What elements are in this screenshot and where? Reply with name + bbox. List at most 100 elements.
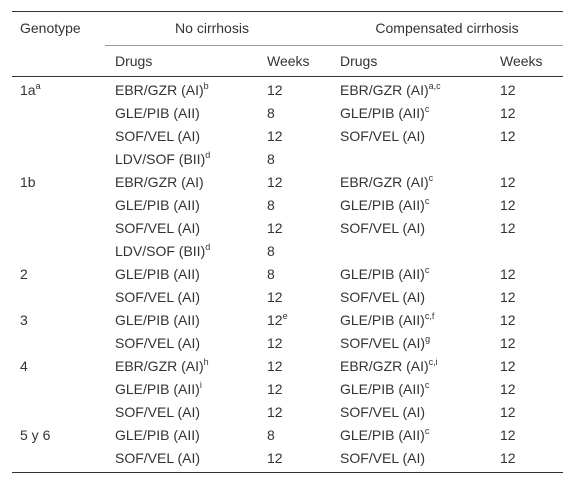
header-rule [12, 76, 563, 77]
drug-cell: GLE/PIB (AII) [115, 197, 200, 213]
weeks-cell: 12 [500, 450, 516, 466]
footnote-mark: c,f [424, 311, 435, 321]
weeks-cell: 12 [267, 220, 283, 236]
drug-cell: SOF/VEL (AI)g [340, 334, 430, 352]
footnote-mark: c [424, 196, 430, 206]
drug-cell: EBR/GZR (AI) [115, 174, 204, 190]
footnote-mark: c [424, 265, 430, 275]
sub-header: Weeks [267, 53, 310, 69]
genotype-cell: 5 y 6 [20, 427, 51, 443]
genotype-cell: 1b [20, 174, 36, 190]
drug-cell: SOF/VEL (AI) [115, 450, 201, 466]
drug-cell: EBR/GZR (AI)a,c [340, 81, 441, 99]
drug-cell: SOF/VEL (AI) [340, 128, 426, 144]
cell-text: EBR/GZR (AI) [340, 174, 429, 190]
cell-text: GLE/PIB (AII) [340, 427, 425, 443]
group-rule [105, 45, 563, 46]
sub-header: Drugs [115, 53, 153, 69]
drug-cell: LDV/SOF (BII)d [115, 242, 210, 260]
weeks-cell: 12 [500, 335, 516, 351]
drug-cell: GLE/PIB (AII) [115, 427, 200, 443]
weeks-cell: 12 [267, 404, 283, 420]
weeks-cell: 12 [267, 335, 283, 351]
weeks-cell: 12 [267, 82, 283, 98]
cell-text: EBR/GZR (AI) [340, 82, 429, 98]
footnote-mark: d [205, 242, 211, 252]
weeks-cell: 12 [500, 289, 516, 305]
drug-cell: GLE/PIB (AII)c,f [340, 311, 434, 329]
footnote-mark: a [35, 81, 41, 91]
drug-cell: SOF/VEL (AI) [115, 128, 201, 144]
top-rule [12, 11, 563, 12]
drug-cell: GLE/PIB (AII)c [340, 380, 429, 398]
footnote-mark: i [199, 380, 202, 390]
genotype-cell: 2 [20, 266, 28, 282]
weeks-cell: 12 [267, 358, 283, 374]
weeks-cell: 12e [267, 311, 288, 329]
footnote-mark: d [205, 150, 211, 160]
drug-cell: GLE/PIB (AII)c [340, 104, 429, 122]
drug-cell: EBR/GZR (AI)c [340, 173, 433, 191]
footnote-mark: c [424, 426, 430, 436]
drug-cell: GLE/PIB (AII) [115, 105, 200, 121]
cell-text: GLE/PIB (AII) [340, 105, 425, 121]
drug-cell: SOF/VEL (AI) [340, 404, 426, 420]
genotype-cell: 3 [20, 312, 28, 328]
footnote-mark: c [424, 104, 430, 114]
weeks-cell: 12 [500, 174, 516, 190]
weeks-cell: 12 [500, 427, 516, 443]
cell-text: 12 [267, 312, 283, 328]
cell-text: EBR/GZR (AI) [340, 358, 429, 374]
footnote-mark: h [203, 357, 209, 367]
drug-cell: GLE/PIB (AII)c [340, 426, 429, 444]
footnote-mark: g [425, 334, 431, 344]
cell-text: EBR/GZR (AI) [115, 82, 204, 98]
sub-header: Weeks [500, 53, 543, 69]
drug-cell: SOF/VEL (AI) [340, 289, 426, 305]
weeks-cell: 8 [267, 105, 275, 121]
cell-text: SOF/VEL (AI) [340, 335, 426, 351]
footnote-mark: c,i [428, 357, 438, 367]
weeks-cell: 12 [500, 128, 516, 144]
cell-text: 1a [20, 82, 36, 98]
weeks-cell: 12 [500, 312, 516, 328]
bottom-rule [12, 472, 563, 473]
footnote-mark: a,c [428, 81, 441, 91]
weeks-cell: 12 [500, 381, 516, 397]
weeks-cell: 12 [267, 174, 283, 190]
drug-cell: EBR/GZR (AI)b [115, 81, 209, 99]
drug-cell: GLE/PIB (AII)c [340, 196, 429, 214]
drug-cell: SOF/VEL (AI) [340, 450, 426, 466]
weeks-cell: 8 [267, 197, 275, 213]
drug-cell: EBR/GZR (AI)c,i [340, 357, 438, 375]
drug-cell: SOF/VEL (AI) [115, 335, 201, 351]
drug-cell: SOF/VEL (AI) [115, 220, 201, 236]
weeks-cell: 12 [500, 358, 516, 374]
weeks-cell: 8 [267, 427, 275, 443]
drug-cell: EBR/GZR (AI)h [115, 357, 209, 375]
weeks-cell: 12 [267, 450, 283, 466]
weeks-cell: 12 [500, 220, 516, 236]
cell-text: LDV/SOF (BII) [115, 243, 206, 259]
drug-cell: GLE/PIB (AII)c [340, 265, 429, 283]
weeks-cell: 12 [500, 105, 516, 121]
weeks-cell: 12 [500, 266, 516, 282]
cell-text: GLE/PIB (AII) [340, 266, 425, 282]
footnote-mark: b [203, 81, 209, 91]
drug-cell: SOF/VEL (AI) [340, 220, 426, 236]
genotype-cell: 4 [20, 358, 28, 374]
group-header: No cirrhosis [175, 20, 249, 36]
footnote-mark: c [424, 380, 430, 390]
weeks-cell: 12 [500, 404, 516, 420]
weeks-cell: 8 [267, 151, 275, 167]
weeks-cell: 12 [500, 197, 516, 213]
sub-header: Drugs [340, 53, 378, 69]
group-header: Compensated cirrhosis [375, 20, 519, 36]
footnote-mark: c [428, 173, 434, 183]
drug-cell: SOF/VEL (AI) [115, 404, 201, 420]
genotype-cell: 1aa [20, 81, 41, 99]
drug-cell: GLE/PIB (AII)i [115, 380, 202, 398]
weeks-cell: 8 [267, 243, 275, 259]
cell-text: LDV/SOF (BII) [115, 151, 206, 167]
